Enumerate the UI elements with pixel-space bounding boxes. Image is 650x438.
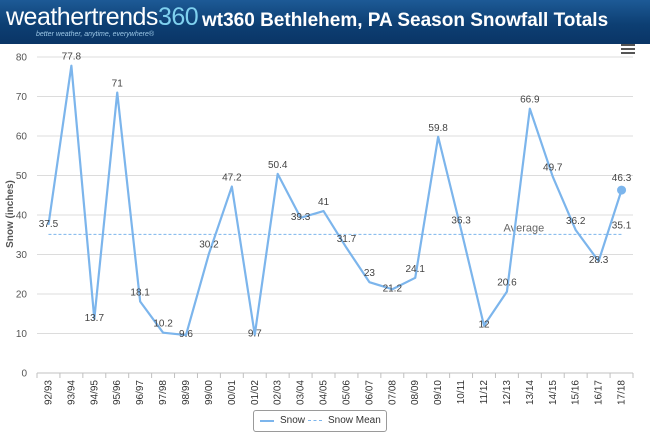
data-label: 77.8 — [62, 52, 82, 63]
x-tick-label: 13/14 — [525, 380, 536, 405]
legend-mean-label: Snow Mean — [328, 415, 381, 426]
grid — [37, 56, 633, 374]
x-tick-label: 03/04 — [296, 380, 307, 405]
data-label: 46.3 — [612, 173, 632, 184]
x-tick-label: 92/93 — [43, 380, 54, 405]
snow-series[interactable] — [47, 64, 627, 337]
x-tick-label: 14/15 — [548, 380, 559, 405]
page-title: wt360 Bethlehem, PA Season Snowfall Tota… — [202, 10, 609, 31]
logo-tagline: better weather, anytime, everywhere® — [36, 31, 154, 38]
data-label: 10.2 — [153, 319, 173, 330]
x-tick-label: 95/96 — [112, 380, 123, 405]
data-label: 59.8 — [428, 123, 448, 134]
x-tick-label: 06/07 — [364, 380, 375, 405]
data-label: 30.2 — [199, 240, 219, 251]
data-label: 23 — [364, 268, 376, 279]
y-tick-label: 40 — [16, 211, 28, 222]
data-labels: 35.1 37.5 77.8 13.7 71 18.1 10.2 9.6 30.2 47.2 9.7… — [39, 52, 632, 340]
data-label: 66.9 — [520, 95, 540, 106]
y-tick-label: 30 — [16, 250, 28, 261]
y-axis-title: Snow (inches) — [5, 180, 16, 248]
data-label: 21.2 — [383, 283, 403, 294]
logo-text: weathertrends — [6, 3, 158, 31]
data-label: 36.3 — [451, 216, 471, 227]
header-bar: weathertrends360 better weather, anytime… — [0, 0, 650, 44]
snow-line — [47, 64, 623, 337]
x-tick-label: 99/00 — [204, 380, 215, 405]
x-tick-label: 97/98 — [158, 380, 169, 405]
x-tick-label: 96/97 — [135, 380, 146, 405]
y-tick-label: 10 — [16, 329, 28, 340]
x-tick-label: 00/01 — [227, 380, 238, 405]
hamburger-menu-icon[interactable] — [621, 44, 635, 56]
data-label: 49.7 — [543, 163, 563, 174]
x-tick-label: 93/94 — [66, 380, 77, 405]
mean-data-label: 35.1 — [612, 220, 632, 231]
y-tick-label: 20 — [16, 290, 28, 301]
data-label: 9.6 — [179, 329, 193, 340]
x-tick-label: 02/03 — [273, 380, 284, 405]
x-tick-label: 05/06 — [341, 380, 352, 405]
y-tick-label: 50 — [16, 171, 28, 182]
x-tick-label: 08/09 — [410, 380, 421, 405]
data-label: 47.2 — [222, 173, 242, 184]
x-tick-label: 07/08 — [387, 380, 398, 405]
x-tick-label: 94/95 — [89, 380, 100, 405]
snow-point-marker — [617, 185, 627, 195]
snowfall-line-chart: 0 10 20 30 40 50 60 70 80 Snow (inches) 92/93 93/… — [5, 52, 634, 405]
data-label: 20.6 — [497, 278, 517, 289]
legend-snow-label: Snow — [280, 415, 306, 426]
weathertrends360-logo[interactable]: weathertrends360 better weather, anytime… — [6, 3, 199, 41]
data-label: 24.1 — [405, 264, 425, 275]
y-tick-label: 60 — [16, 132, 28, 143]
x-tick-label: 11/12 — [479, 380, 490, 405]
data-label: 28.3 — [589, 255, 609, 266]
data-label: 36.2 — [566, 216, 586, 227]
data-label: 41 — [318, 197, 330, 208]
x-tick-label: 98/99 — [181, 380, 192, 405]
legend-mean-swatch — [308, 420, 322, 421]
legend-snow-swatch — [260, 420, 274, 422]
data-label: 31.7 — [337, 234, 357, 245]
logo-accent: 360 — [157, 3, 199, 31]
x-tick-label: 01/02 — [250, 380, 261, 405]
x-tick-label: 04/05 — [319, 380, 330, 405]
legend-item-snow-mean[interactable]: Snow Mean — [308, 414, 384, 428]
data-label: 71 — [112, 79, 124, 90]
y-tick-label: 0 — [21, 369, 27, 380]
legend-item-snow[interactable]: Snow — [260, 414, 308, 428]
x-axis: 92/93 93/94 94/95 95/96 96/97 97/98 98/99 99/00… — [36, 373, 634, 405]
chart-legend: Snow Snow Mean — [253, 410, 387, 432]
data-label: 13.7 — [85, 313, 105, 324]
data-label: 18.1 — [130, 288, 150, 299]
data-label: 9.7 — [248, 329, 262, 340]
x-tick-label: 15/16 — [571, 380, 582, 405]
y-tick-label: 80 — [16, 53, 28, 64]
x-tick-label: 17/18 — [617, 380, 628, 405]
y-axis: 0 10 20 30 40 50 60 70 80 — [16, 53, 28, 380]
x-tick-label: 10/11 — [456, 380, 467, 405]
data-label: 50.4 — [268, 160, 288, 171]
x-tick-label: 09/10 — [433, 380, 444, 405]
y-tick-label: 70 — [16, 92, 28, 103]
average-annotation: Average — [503, 222, 544, 234]
x-tick-label: 12/13 — [502, 380, 513, 405]
data-label: 39.3 — [291, 212, 311, 223]
data-label: 12 — [478, 320, 490, 331]
x-tick-label: 16/17 — [594, 380, 605, 405]
data-label: 37.5 — [39, 219, 59, 230]
